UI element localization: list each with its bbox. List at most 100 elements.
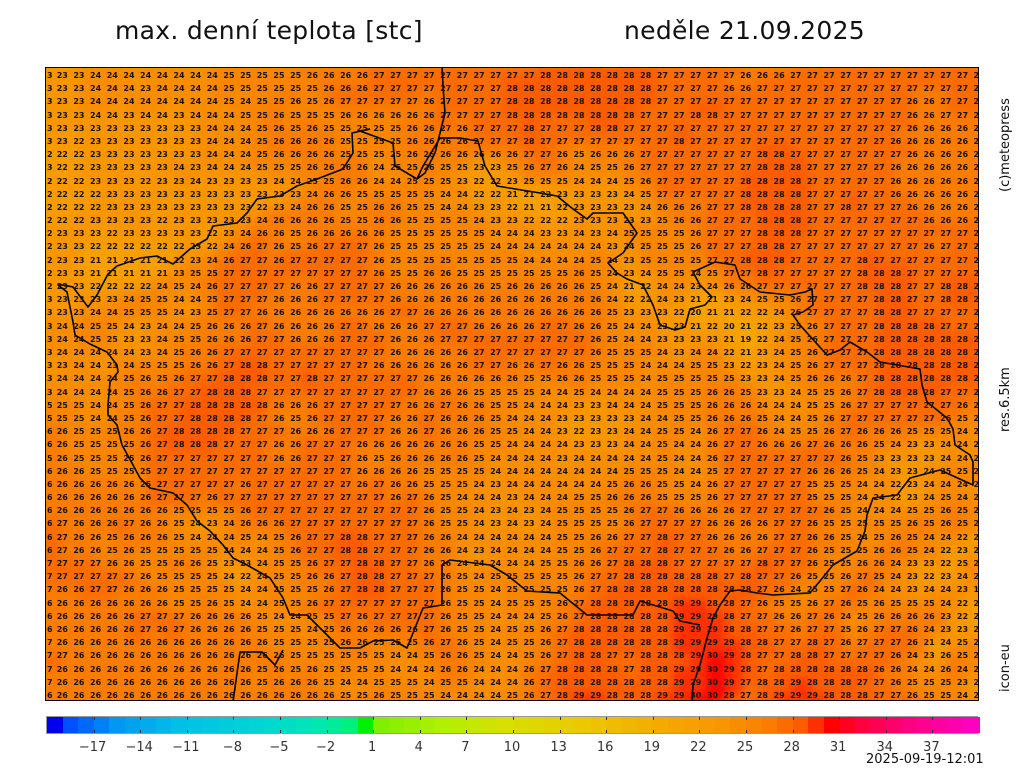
temperature-value: 25 bbox=[173, 532, 185, 542]
temperature-value: 27 bbox=[640, 150, 652, 160]
temperature-value: 25 bbox=[423, 479, 435, 489]
temperature-value: 26 bbox=[540, 282, 552, 292]
temperature-value: 26 bbox=[390, 493, 402, 503]
temperature-color-field bbox=[46, 68, 978, 700]
temperature-value: 27 bbox=[706, 189, 718, 199]
temperature-value: 26 bbox=[290, 308, 302, 318]
colorbar-segment bbox=[808, 717, 825, 733]
temperature-value: 26 bbox=[290, 321, 302, 331]
temperature-value: 28 bbox=[640, 611, 652, 621]
temperature-value: 24 bbox=[90, 374, 102, 384]
temperature-value: 24 bbox=[506, 545, 518, 555]
temperature-value: 23 bbox=[140, 150, 152, 160]
temperature-value: 27 bbox=[423, 585, 435, 595]
temperature-value: 24 bbox=[790, 400, 802, 410]
copyright-label: (c)meteopress bbox=[998, 98, 1013, 192]
temperature-value: 24 bbox=[56, 347, 68, 357]
temperature-value: 27 bbox=[373, 97, 385, 107]
temperature-value: 23 bbox=[106, 136, 118, 146]
temperature-value: 26 bbox=[306, 71, 318, 80]
temperature-value: 26 bbox=[573, 572, 585, 582]
temperature-value: 25 bbox=[673, 242, 685, 252]
temperature-value: 28 bbox=[806, 638, 818, 648]
colorbar-tick bbox=[466, 730, 468, 733]
temperature-value: 25 bbox=[490, 400, 502, 410]
temperature-value: 25 bbox=[423, 216, 435, 226]
temperature-value-partial: 2 bbox=[973, 374, 978, 384]
colorbar-segment bbox=[466, 717, 483, 733]
temperature-value: 23 bbox=[106, 189, 118, 199]
temperature-value: 27 bbox=[656, 176, 668, 186]
temperature-value: 23 bbox=[756, 374, 768, 384]
temperature-value: 22 bbox=[940, 545, 952, 555]
temperature-value: 24 bbox=[690, 466, 702, 476]
temperature-value: 28 bbox=[590, 651, 602, 661]
temperature-value: 26 bbox=[806, 347, 818, 357]
temperature-value: 27 bbox=[340, 598, 352, 608]
temperature-value: 28 bbox=[640, 71, 652, 80]
temperature-value: 26 bbox=[956, 202, 969, 212]
temperature-value: 27 bbox=[223, 361, 235, 371]
temperature-value: 26 bbox=[690, 216, 702, 226]
temperature-value: 26 bbox=[390, 453, 402, 463]
temperature-value: 26 bbox=[56, 427, 68, 437]
temperature-value: 26 bbox=[56, 638, 68, 648]
temperature-value: 24 bbox=[640, 202, 652, 212]
temperature-value: 27 bbox=[890, 84, 902, 94]
temperature-value: 28 bbox=[706, 585, 718, 595]
temperature-value: 23 bbox=[656, 308, 668, 318]
temperature-value: 26 bbox=[390, 413, 402, 423]
temperature-value: 23 bbox=[223, 202, 235, 212]
temperature-value: 26 bbox=[473, 413, 485, 423]
temperature-value: 27 bbox=[906, 255, 918, 265]
temperature-value: 27 bbox=[173, 387, 185, 397]
temperature-value: 27 bbox=[790, 506, 802, 516]
temperature-value: 23 bbox=[740, 374, 752, 384]
temperature-value: 26 bbox=[173, 638, 185, 648]
temperature-value: 28 bbox=[556, 71, 568, 80]
temperature-value: 24 bbox=[140, 110, 152, 120]
temperature-value: 25 bbox=[73, 413, 85, 423]
temperature-value-partial: 7 bbox=[47, 585, 53, 595]
temperature-value: 24 bbox=[206, 110, 218, 120]
temperature-value: 24 bbox=[940, 585, 952, 595]
temperature-value: 27 bbox=[256, 255, 268, 265]
temperature-value: 26 bbox=[840, 387, 852, 397]
temperature-value: 24 bbox=[756, 400, 768, 410]
temperature-value: 25 bbox=[273, 163, 285, 173]
temperature-value: 27 bbox=[673, 532, 685, 542]
temperature-value: 26 bbox=[423, 545, 435, 555]
temperature-value: 28 bbox=[740, 664, 752, 674]
temperature-value: 27 bbox=[356, 282, 368, 292]
temperature-value: 26 bbox=[440, 559, 452, 569]
colorbar-segment bbox=[233, 717, 250, 733]
temperature-value: 28 bbox=[656, 677, 668, 687]
temperature-value: 25 bbox=[440, 466, 452, 476]
temperature-value: 26 bbox=[223, 690, 235, 700]
temperature-value: 28 bbox=[306, 374, 318, 384]
temperature-value: 25 bbox=[873, 532, 885, 542]
temperature-value: 28 bbox=[540, 84, 552, 94]
temperature-value: 27 bbox=[940, 84, 952, 94]
temperature-value: 28 bbox=[940, 295, 952, 305]
temperature-value: 25 bbox=[190, 268, 202, 278]
temperature-value: 24 bbox=[556, 493, 568, 503]
temperature-value: 27 bbox=[890, 255, 902, 265]
temperature-value: 26 bbox=[56, 440, 68, 450]
temperature-value: 27 bbox=[340, 585, 352, 595]
temperature-value: 25 bbox=[406, 202, 418, 212]
temperature-value: 25 bbox=[673, 493, 685, 503]
temperature-value: 28 bbox=[756, 559, 768, 569]
temperature-value: 24 bbox=[540, 387, 552, 397]
temperature-value: 26 bbox=[906, 97, 918, 107]
temperature-value: 26 bbox=[706, 506, 718, 516]
temperature-value: 27 bbox=[156, 413, 168, 423]
temperature-value: 27 bbox=[856, 400, 868, 410]
temperature-value: 27 bbox=[606, 651, 618, 661]
temperature-value: 27 bbox=[840, 97, 852, 107]
temperature-value: 27 bbox=[373, 334, 385, 344]
temperature-value: 28 bbox=[606, 677, 618, 687]
temperature-value: 24 bbox=[656, 347, 668, 357]
temperature-value: 28 bbox=[923, 347, 935, 357]
temperature-value: 27 bbox=[556, 651, 568, 661]
